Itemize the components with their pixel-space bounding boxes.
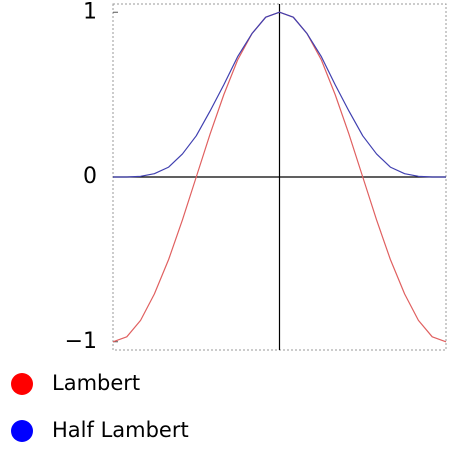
legend-swatch: [11, 420, 33, 442]
legend-swatch: [11, 373, 33, 395]
y-tick-label: −1: [65, 329, 97, 354]
y-tick-label: 0: [83, 164, 97, 189]
y-tick-label: 1: [83, 0, 97, 24]
legend-label: Half Lambert: [52, 418, 189, 442]
series-line: [113, 11, 446, 178]
legend-label: Lambert: [52, 371, 140, 395]
